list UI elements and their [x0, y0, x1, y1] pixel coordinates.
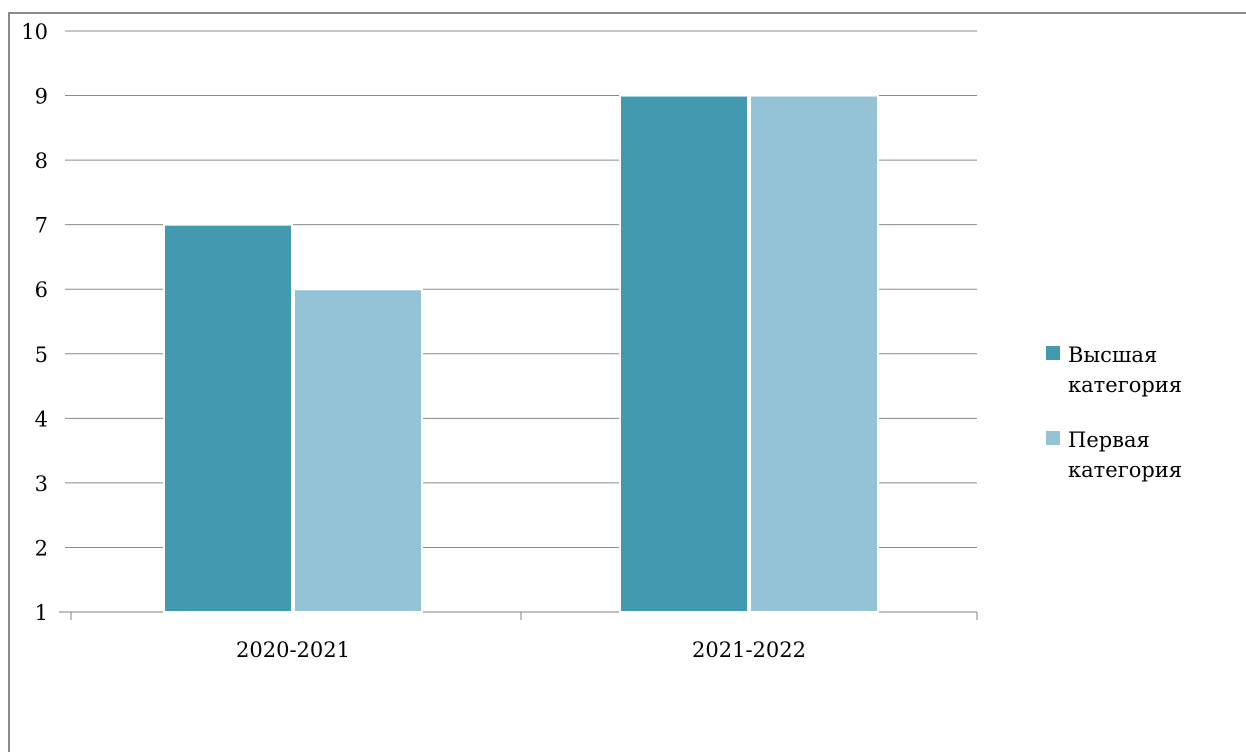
- y-tick-label: 6: [35, 278, 48, 302]
- y-tick-label: 5: [35, 343, 48, 367]
- legend-item-vysshaya: Высшая категория: [1046, 343, 1182, 397]
- y-tick-label: 2: [35, 536, 48, 560]
- chart-frame: [8, 12, 1246, 752]
- x-tick-label: 2021-2022: [692, 638, 806, 662]
- bar-pervaya-2020-2021: [293, 288, 423, 613]
- legend-label: Высшая категория: [1068, 343, 1182, 397]
- legend-item-pervaya: Первая категория: [1046, 428, 1182, 482]
- y-tick-label: 7: [35, 214, 48, 238]
- y-tick-label: 4: [35, 407, 48, 431]
- bar-pervaya-2021-2022: [749, 94, 879, 614]
- legend-swatch: [1046, 431, 1060, 445]
- bars: [163, 94, 879, 614]
- bar-vysshaya-2020-2021: [163, 223, 293, 614]
- y-tick-label: 8: [35, 149, 48, 173]
- y-axis-tick-labels: 1 2 3 4 5 6 7 8 9 10: [21, 20, 48, 625]
- y-tick-label: 10: [21, 20, 48, 44]
- y-tick-label: 1: [35, 601, 48, 625]
- legend-swatch: [1046, 346, 1060, 360]
- x-axis: 2020-2021 2021-2022: [59, 611, 978, 662]
- y-tick-label: 9: [35, 85, 48, 109]
- legend: Высшая категория Первая категория: [1046, 343, 1182, 482]
- bar-vysshaya-2021-2022: [619, 94, 749, 614]
- x-tick-label: 2020-2021: [236, 638, 350, 662]
- legend-label: Первая категория: [1068, 428, 1182, 482]
- bar-chart: 1 2 3 4 5 6 7 8 9 10 2020-2021 2021-2022 Высшая кат…: [21, 20, 1182, 662]
- y-tick-label: 3: [35, 472, 48, 496]
